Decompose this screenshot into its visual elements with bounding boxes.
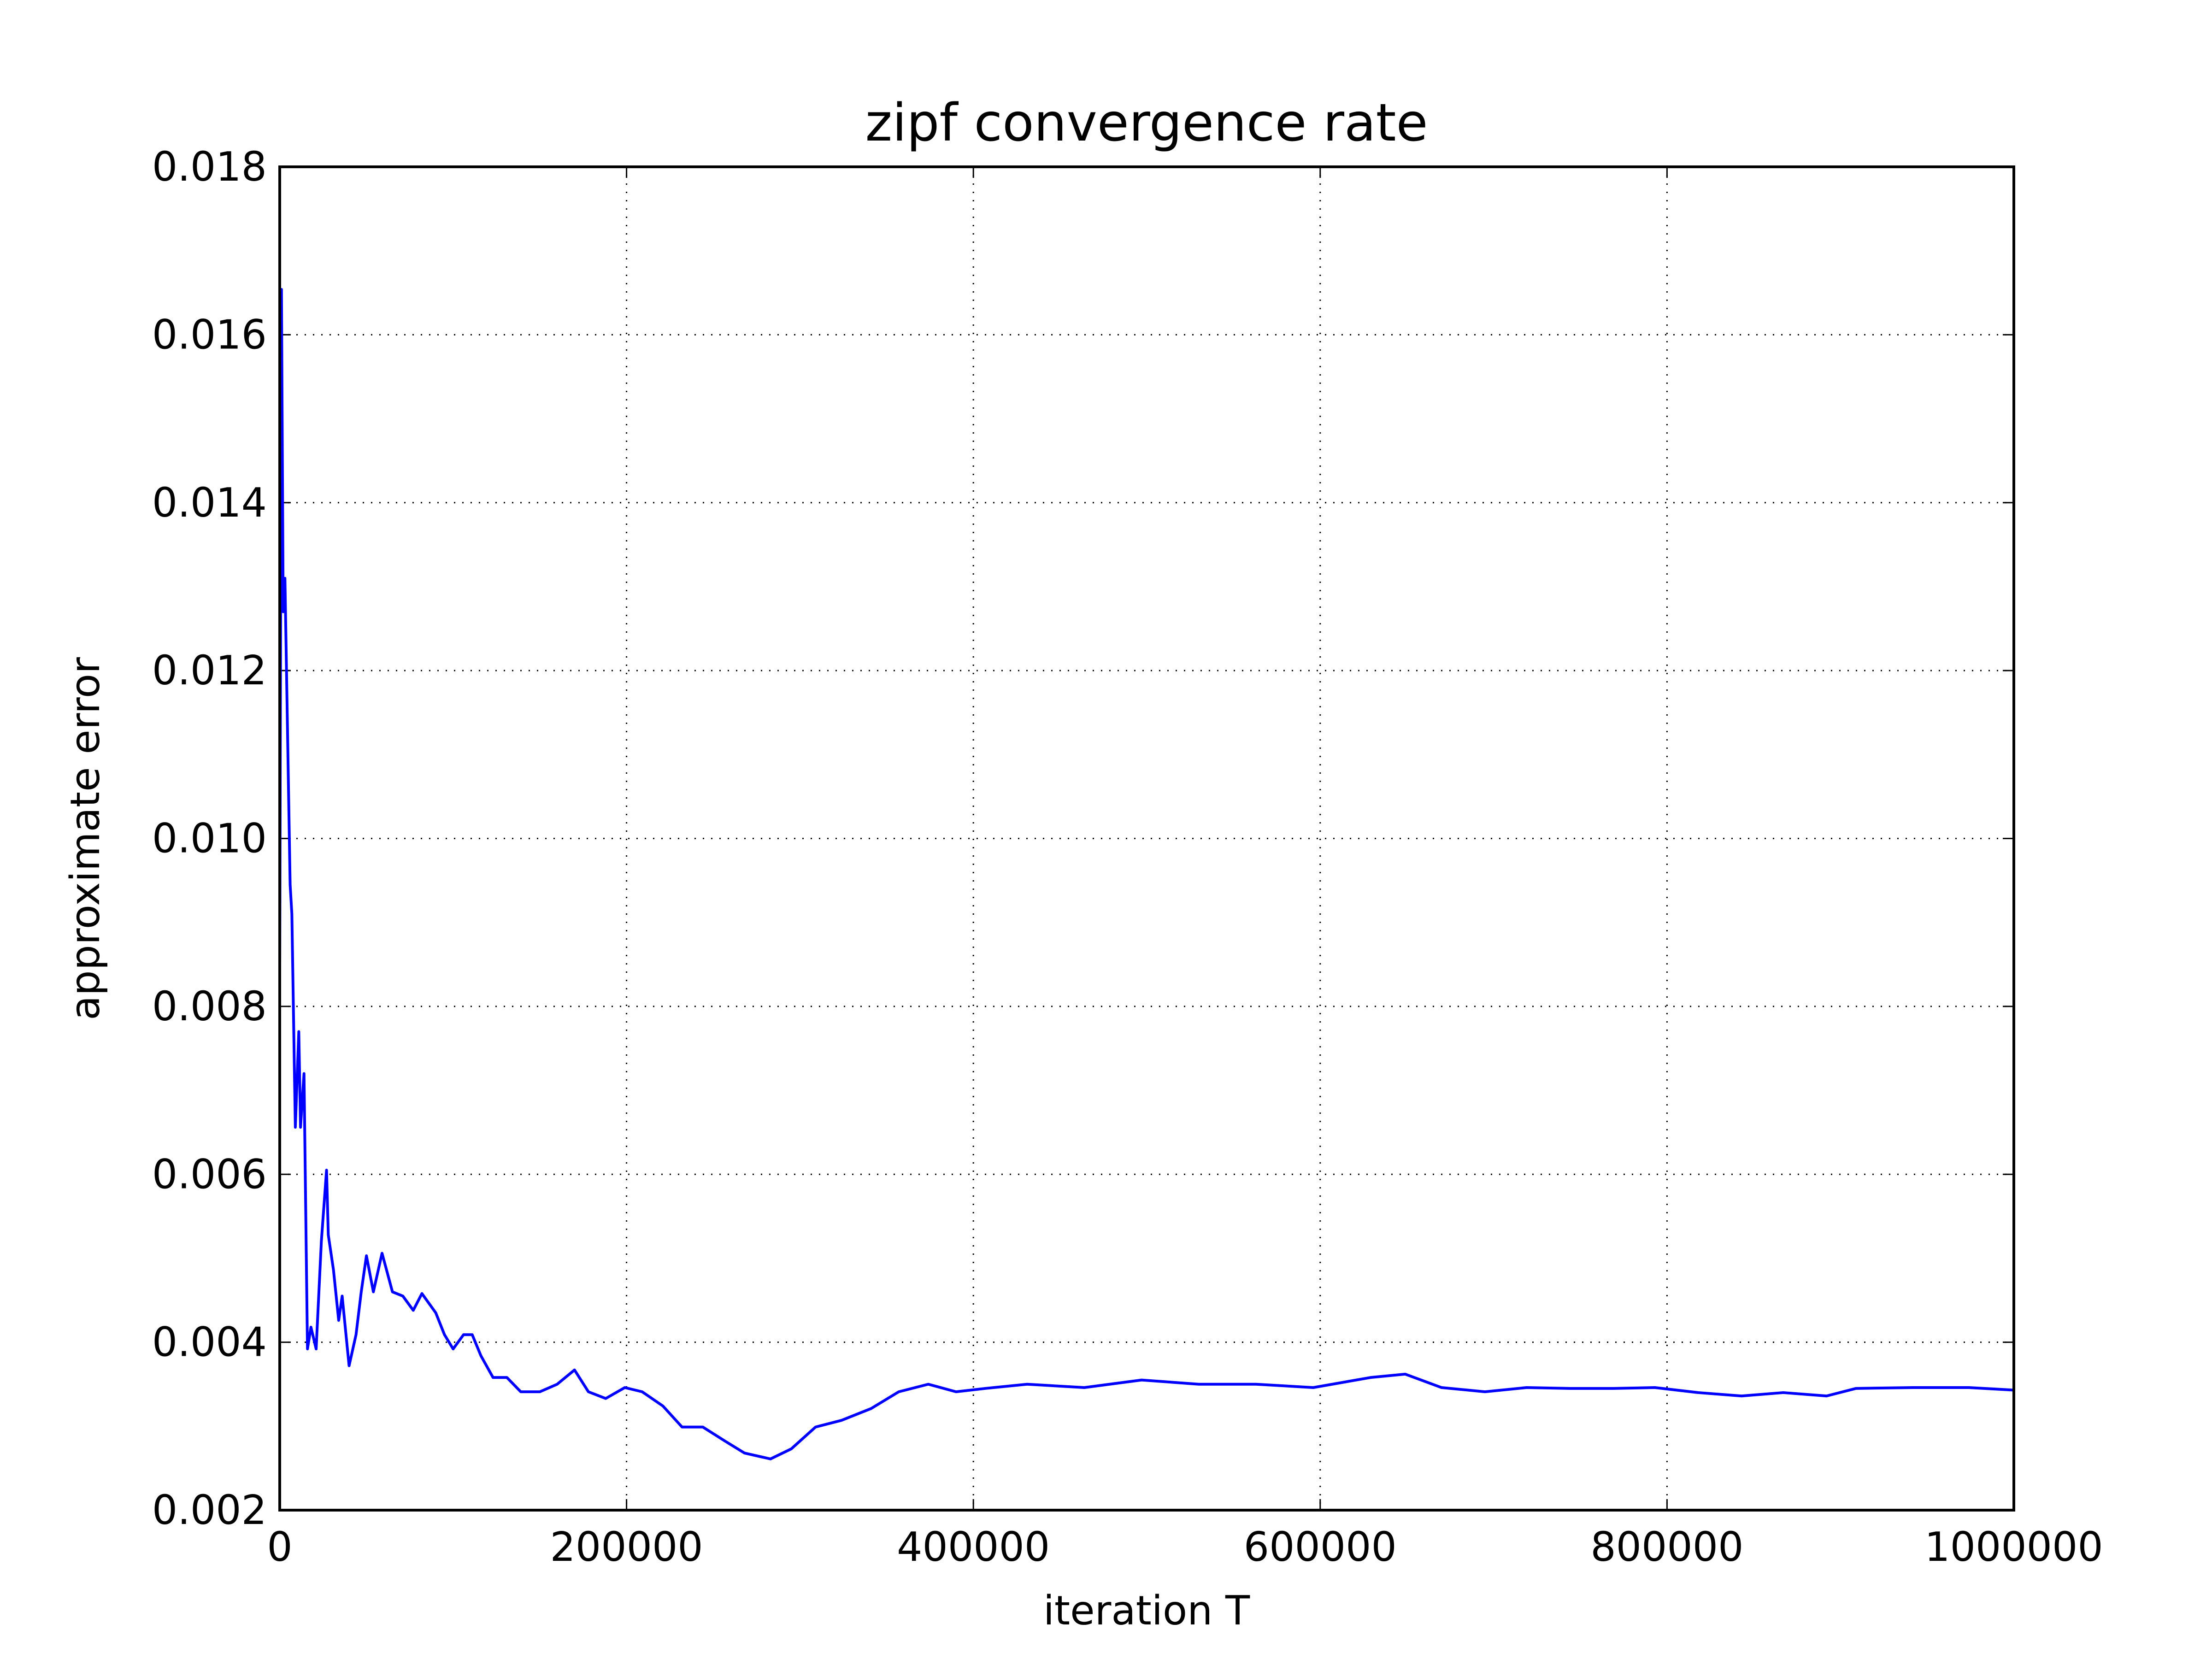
x-tick-label: 0 <box>267 1524 292 1571</box>
y-tick-label: 0.008 <box>152 983 267 1030</box>
y-tick-label: 0.018 <box>152 143 267 190</box>
x-tick-label: 800000 <box>1590 1524 1743 1571</box>
x-tick-label: 200000 <box>550 1524 703 1571</box>
chart-title: zipf convergence rate <box>865 93 1428 153</box>
y-tick-label: 0.010 <box>152 815 267 862</box>
x-tick-label: 1000000 <box>1924 1524 2103 1571</box>
y-tick-label: 0.016 <box>152 311 267 358</box>
y-tick-label: 0.004 <box>152 1319 267 1366</box>
y-tick-label: 0.012 <box>152 647 267 694</box>
x-tick-label: 600000 <box>1244 1524 1397 1571</box>
y-tick-label: 0.002 <box>152 1487 267 1534</box>
y-axis-label: approximate error <box>62 657 109 1020</box>
plot-frame <box>278 165 2015 1512</box>
data-line <box>278 288 2014 1460</box>
x-axis-label: iteration T <box>1043 1587 1250 1634</box>
y-tick-label: 0.014 <box>152 479 267 526</box>
y-tick-label: 0.006 <box>152 1151 267 1198</box>
x-tick-label: 400000 <box>897 1524 1050 1571</box>
